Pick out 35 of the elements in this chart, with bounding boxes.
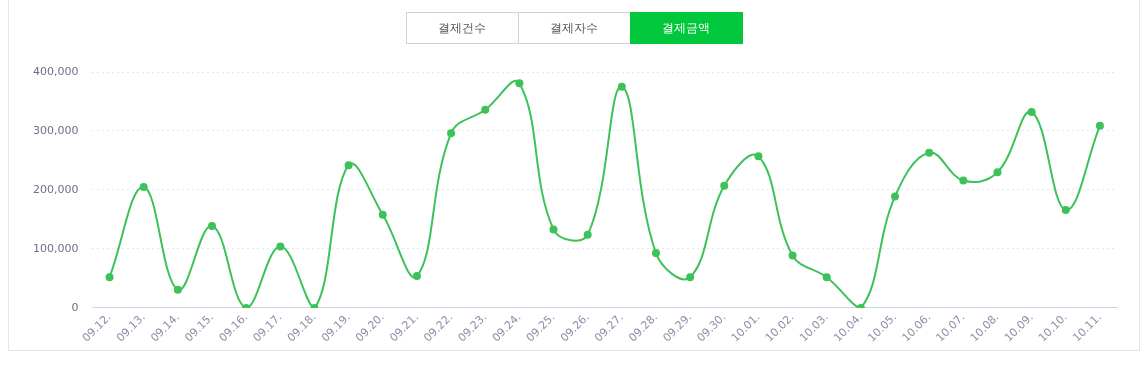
point — [208, 221, 217, 230]
point — [139, 183, 148, 192]
point — [105, 273, 114, 282]
point — [788, 251, 797, 260]
point — [993, 168, 1002, 177]
point — [1095, 121, 1104, 130]
point — [447, 129, 456, 138]
point — [549, 225, 558, 234]
chart-title: 결제금액 — [629, 12, 743, 44]
point — [481, 105, 490, 114]
point — [617, 82, 626, 91]
y-tick-label: 400,000 — [32, 64, 79, 78]
point — [1027, 108, 1036, 117]
point — [754, 152, 763, 161]
point — [891, 192, 900, 201]
point — [344, 161, 353, 170]
point — [720, 181, 729, 190]
point — [925, 148, 934, 157]
y-tick-label: 300,000 — [32, 123, 79, 137]
y-tick-label: 100,000 — [32, 241, 79, 255]
point — [173, 285, 182, 294]
point — [1061, 206, 1070, 215]
text: 결제자수 — [517, 12, 631, 44]
point — [378, 210, 387, 219]
point — [651, 249, 660, 258]
point — [412, 272, 421, 281]
point — [583, 230, 592, 239]
point — [959, 176, 968, 185]
text: 결제건수 — [405, 12, 519, 44]
y-tick-label: 0 — [71, 300, 79, 314]
point — [276, 242, 285, 251]
point — [515, 79, 524, 88]
point — [822, 273, 831, 282]
point — [686, 273, 695, 282]
y-tick-label: 200,000 — [32, 182, 79, 196]
